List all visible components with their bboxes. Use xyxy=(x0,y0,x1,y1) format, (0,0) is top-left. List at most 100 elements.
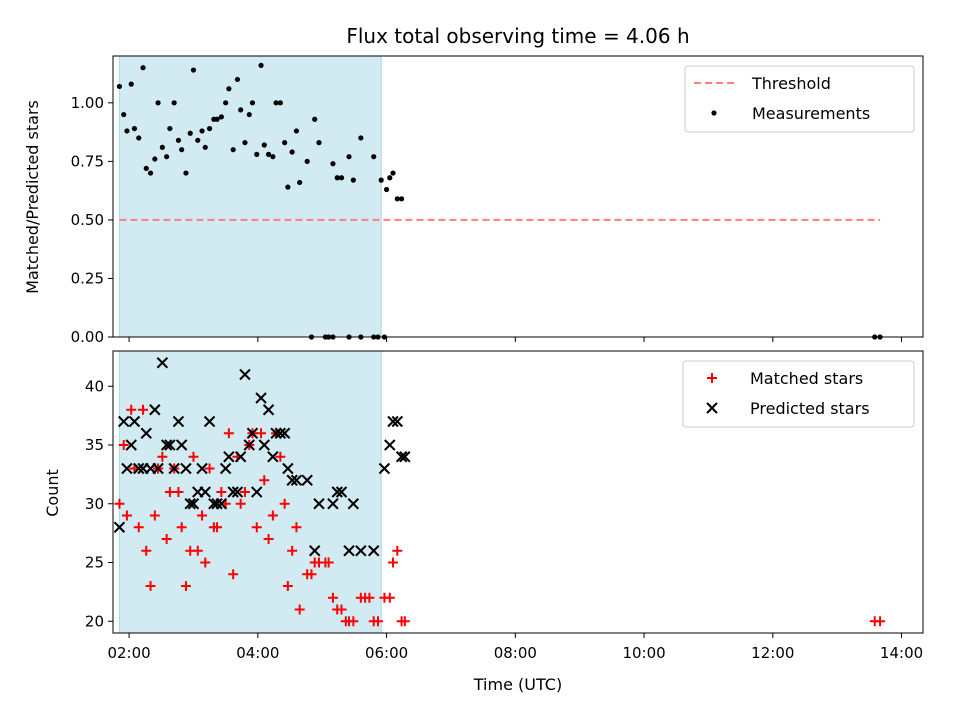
matched-star-point xyxy=(279,498,290,509)
measurement-point xyxy=(171,100,177,106)
predicted-star-point xyxy=(149,404,161,416)
legend-x-marker xyxy=(706,402,718,414)
matched-star-point xyxy=(294,604,305,615)
matched-star-point xyxy=(223,428,234,439)
matched-star-point xyxy=(259,475,270,486)
matched-star-point xyxy=(173,487,184,497)
matched-star-point xyxy=(392,545,403,556)
measurement-point xyxy=(175,137,182,143)
measurement-point xyxy=(167,125,173,132)
predicted-star-point xyxy=(128,415,141,428)
measurement-point xyxy=(195,137,201,143)
measurement-point xyxy=(312,116,318,122)
predicted-star-point xyxy=(175,439,188,451)
measurement-point xyxy=(206,125,213,132)
matched-star-point xyxy=(121,510,132,521)
predicted-star-point xyxy=(156,357,169,369)
predicted-star-point xyxy=(262,404,275,416)
x-tick-label: 12:00 xyxy=(751,644,794,662)
predicted-star-point xyxy=(118,415,130,428)
legend: Matched stars Predicted stars xyxy=(682,360,915,428)
measurement-point xyxy=(179,147,185,153)
y-tick-label: 25 xyxy=(85,554,104,572)
predicted-star-point xyxy=(355,545,367,557)
measurement-point xyxy=(387,175,393,181)
legend: Threshold Measurements xyxy=(684,65,915,133)
matched-star-point xyxy=(291,522,302,533)
y-tick-label: 35 xyxy=(85,436,104,454)
measurement-point xyxy=(199,128,205,134)
measurement-point xyxy=(136,135,142,141)
matched-star-point xyxy=(275,451,286,462)
predicted-star-point xyxy=(399,451,411,463)
predicted-star-point xyxy=(215,498,228,510)
predicted-star-point xyxy=(251,486,263,498)
predicted-star-point xyxy=(347,498,360,510)
matched-star-point xyxy=(216,487,227,497)
measurement-point xyxy=(289,149,295,155)
y-tick-label: 30 xyxy=(85,495,104,513)
predicted-star-point xyxy=(239,368,251,381)
x-tick-label: 08:00 xyxy=(494,644,537,662)
predicted-star-point xyxy=(133,462,145,475)
predicted-star-point xyxy=(121,462,133,475)
y-tick-label: 1.00 xyxy=(71,94,104,112)
legend-label: Threshold xyxy=(751,74,831,93)
measurement-point xyxy=(190,67,197,73)
measurement-point xyxy=(338,175,345,181)
y-tick-label: 0.75 xyxy=(71,152,104,170)
predicted-star-point xyxy=(367,545,380,557)
predicted-star-point xyxy=(387,415,399,428)
matched-star-point xyxy=(282,581,293,591)
predicted-star-point xyxy=(286,474,298,486)
predicted-star-point xyxy=(335,486,348,498)
matched-star-point xyxy=(399,616,410,627)
bottom-y-axis-label: Count xyxy=(43,469,62,517)
measurement-point xyxy=(254,151,260,157)
measurement-point xyxy=(273,100,279,106)
predicted-star-point xyxy=(270,427,282,439)
matched-star-point xyxy=(256,428,267,439)
matched-star-point xyxy=(263,534,274,544)
matched-star-point xyxy=(200,557,211,568)
measurement-point xyxy=(147,170,154,176)
measurement-point xyxy=(238,107,244,113)
legend-label: Measurements xyxy=(752,104,870,123)
matched-star-point xyxy=(180,581,191,591)
measurement-point xyxy=(143,165,149,171)
matched-star-point xyxy=(388,557,399,568)
predicted-star-point xyxy=(219,462,232,475)
measurement-point xyxy=(187,130,193,136)
matched-star-point xyxy=(192,545,203,556)
y-tick-label: 0.50 xyxy=(71,211,104,229)
predicted-star-point xyxy=(125,439,137,451)
measurement-point xyxy=(121,111,127,118)
matched-star-point xyxy=(188,451,199,462)
predicted-star-point xyxy=(343,545,355,557)
predicted-star-point xyxy=(290,474,303,486)
measurement-point xyxy=(394,196,400,202)
predicted-star-point xyxy=(384,439,396,451)
x-tick-label: 14:00 xyxy=(880,644,923,662)
top-y-axis-label: Matched/Predicted stars xyxy=(23,100,42,294)
matched-star-point xyxy=(161,534,172,544)
matched-star-point xyxy=(372,616,383,627)
predicted-star-point xyxy=(378,462,391,475)
x-tick-label: 06:00 xyxy=(365,644,408,662)
x-tick-label: 04:00 xyxy=(236,644,279,662)
measurement-point xyxy=(334,175,340,181)
matched-star-point xyxy=(287,545,298,556)
measurement-point xyxy=(330,161,336,167)
predicted-star-point xyxy=(211,498,223,510)
legend-box xyxy=(684,65,915,133)
shaded-region xyxy=(118,55,382,338)
axes-frame xyxy=(112,350,924,634)
measurement-point xyxy=(346,154,352,160)
predicted-star-point xyxy=(313,498,325,510)
predicted-star-point xyxy=(308,545,321,557)
top-panel: 0.00 0.25 0.50 0.75 1.00 Threshold Measurement… xyxy=(71,55,924,346)
matched-star-point xyxy=(267,510,278,521)
matched-star-point xyxy=(197,510,208,521)
matched-star-point xyxy=(212,522,223,533)
matched-star-point xyxy=(327,592,338,603)
